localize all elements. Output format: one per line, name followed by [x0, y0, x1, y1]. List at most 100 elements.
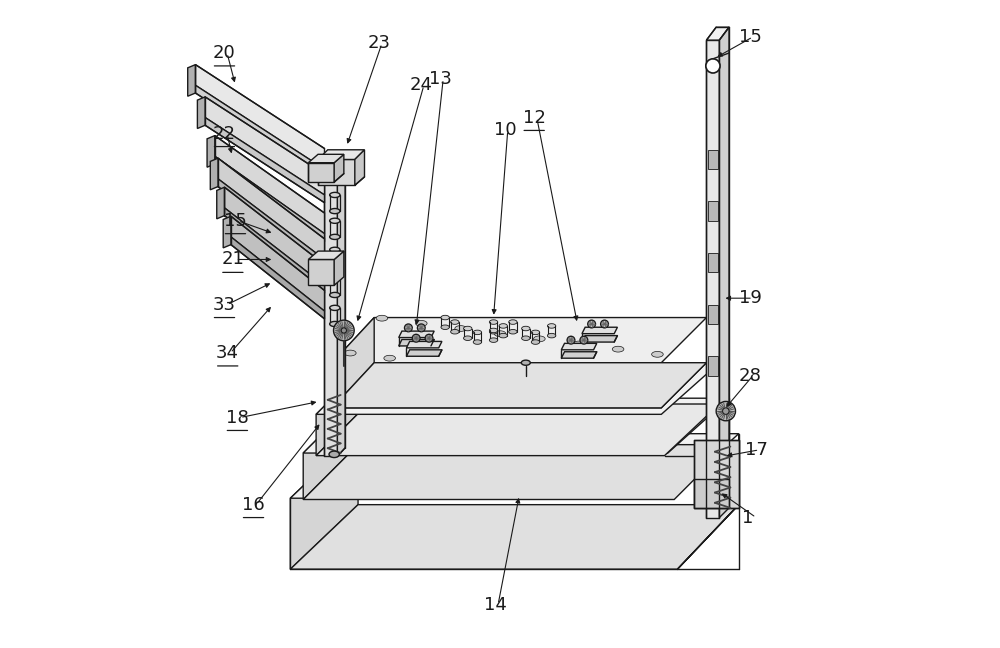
Ellipse shape: [588, 320, 595, 328]
Polygon shape: [308, 163, 334, 182]
Ellipse shape: [330, 292, 340, 297]
Polygon shape: [308, 259, 334, 285]
Polygon shape: [708, 356, 718, 376]
Ellipse shape: [473, 330, 482, 334]
Polygon shape: [332, 363, 706, 408]
Ellipse shape: [522, 336, 530, 340]
Ellipse shape: [330, 276, 340, 281]
Polygon shape: [188, 65, 195, 97]
Text: 15: 15: [739, 28, 762, 46]
Text: 34: 34: [216, 344, 239, 362]
Polygon shape: [215, 135, 324, 234]
Ellipse shape: [580, 336, 588, 344]
Ellipse shape: [345, 350, 356, 356]
Ellipse shape: [376, 316, 388, 321]
Polygon shape: [303, 445, 729, 500]
Text: 13: 13: [429, 70, 452, 88]
Polygon shape: [205, 97, 324, 195]
Ellipse shape: [441, 325, 449, 329]
Ellipse shape: [330, 235, 340, 240]
Polygon shape: [677, 434, 739, 569]
Ellipse shape: [330, 192, 340, 198]
Polygon shape: [231, 216, 324, 311]
Polygon shape: [399, 340, 434, 346]
Polygon shape: [195, 86, 324, 177]
Polygon shape: [694, 440, 739, 508]
Polygon shape: [303, 399, 358, 500]
Ellipse shape: [341, 328, 346, 333]
Polygon shape: [582, 336, 617, 342]
Ellipse shape: [499, 333, 507, 338]
Polygon shape: [334, 154, 344, 182]
Polygon shape: [308, 154, 344, 163]
Polygon shape: [355, 150, 365, 185]
Ellipse shape: [547, 324, 556, 328]
Ellipse shape: [330, 305, 340, 310]
Polygon shape: [561, 352, 597, 358]
Polygon shape: [316, 363, 719, 414]
Polygon shape: [334, 251, 344, 285]
Polygon shape: [406, 350, 442, 356]
Polygon shape: [708, 150, 718, 169]
Polygon shape: [290, 434, 358, 569]
Polygon shape: [316, 363, 368, 456]
Ellipse shape: [330, 218, 340, 224]
Ellipse shape: [412, 334, 420, 342]
Ellipse shape: [330, 248, 340, 252]
Ellipse shape: [534, 336, 545, 341]
Ellipse shape: [499, 324, 507, 328]
Ellipse shape: [489, 320, 498, 324]
Polygon shape: [332, 318, 374, 408]
Polygon shape: [582, 327, 617, 334]
Text: 12: 12: [523, 108, 545, 126]
Polygon shape: [708, 305, 718, 324]
Ellipse shape: [455, 325, 466, 331]
Ellipse shape: [567, 336, 575, 344]
Polygon shape: [224, 208, 324, 293]
Text: 15: 15: [224, 212, 247, 230]
Ellipse shape: [521, 360, 530, 365]
Polygon shape: [316, 404, 719, 456]
Ellipse shape: [723, 408, 729, 414]
Ellipse shape: [531, 330, 540, 334]
Polygon shape: [197, 97, 205, 128]
Ellipse shape: [330, 321, 340, 327]
Text: 28: 28: [739, 367, 762, 385]
Ellipse shape: [531, 340, 540, 344]
Text: 16: 16: [242, 496, 265, 514]
Text: 14: 14: [484, 596, 507, 614]
Polygon shape: [218, 179, 324, 267]
Polygon shape: [708, 253, 718, 272]
Ellipse shape: [494, 330, 506, 336]
Polygon shape: [324, 182, 337, 456]
Polygon shape: [290, 434, 739, 498]
Text: 33: 33: [213, 295, 236, 314]
Polygon shape: [218, 158, 324, 259]
Ellipse shape: [384, 355, 395, 361]
Polygon shape: [195, 65, 324, 169]
Ellipse shape: [464, 336, 472, 340]
Polygon shape: [223, 216, 231, 248]
Ellipse shape: [330, 263, 340, 268]
Ellipse shape: [473, 340, 482, 344]
Polygon shape: [706, 27, 729, 40]
Ellipse shape: [405, 324, 412, 332]
Ellipse shape: [425, 334, 433, 342]
Ellipse shape: [612, 346, 624, 352]
Ellipse shape: [573, 341, 585, 347]
Polygon shape: [217, 187, 224, 219]
Polygon shape: [207, 135, 215, 167]
Polygon shape: [706, 40, 719, 518]
Polygon shape: [561, 343, 597, 350]
Text: 24: 24: [410, 76, 433, 94]
Polygon shape: [694, 479, 729, 508]
Ellipse shape: [652, 351, 663, 357]
Ellipse shape: [509, 320, 517, 324]
Ellipse shape: [489, 328, 498, 332]
Polygon shape: [224, 187, 324, 285]
Ellipse shape: [334, 320, 354, 341]
Polygon shape: [210, 158, 218, 190]
Ellipse shape: [451, 329, 459, 334]
Text: 1: 1: [742, 509, 753, 527]
Ellipse shape: [415, 321, 427, 326]
